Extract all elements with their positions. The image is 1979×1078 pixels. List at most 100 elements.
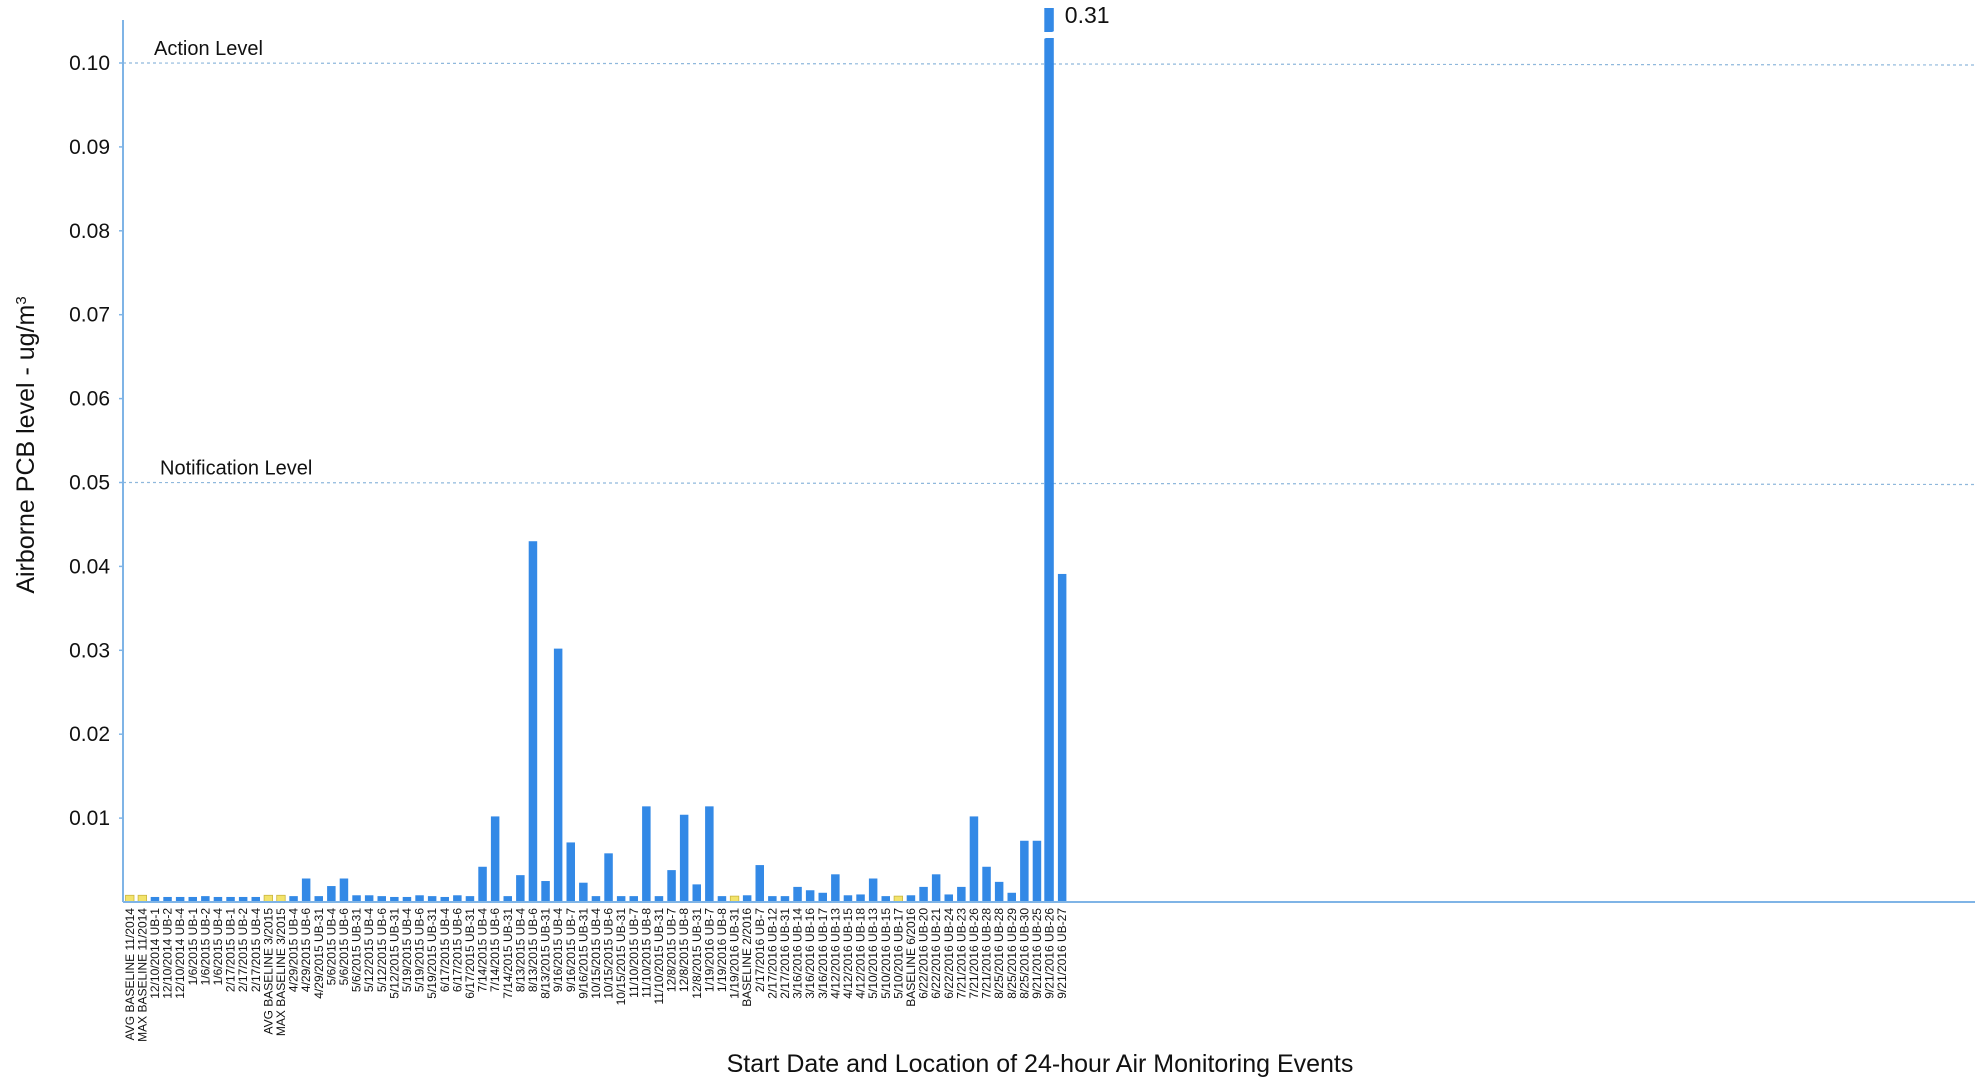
x-tick-label: MAX BASELINE 11/2014 [135, 908, 149, 1042]
bar [226, 896, 235, 902]
x-tick-label: 4/29/2015 UB-6 [299, 908, 313, 992]
bar [478, 866, 487, 902]
x-tick-label: 2/17/2016 UB-12 [765, 908, 779, 999]
y-tick-label: 0.02 [69, 723, 110, 746]
bar [301, 878, 311, 902]
x-tick-label: 8/13/2015 UB-31 [539, 908, 553, 999]
x-tick-label: 5/19/2015 UB-6 [413, 908, 427, 992]
x-tick-label: 12/8/2015 UB-8 [677, 908, 691, 992]
bar [440, 896, 449, 902]
y-tick-label: 0.06 [69, 388, 110, 411]
baseline-bar [125, 894, 135, 903]
bar [503, 896, 512, 902]
x-tick-label: 12/10/2014 UB-4 [173, 908, 187, 999]
bar [427, 896, 437, 902]
x-tick-label: 10/15/2015 UB-6 [602, 908, 616, 999]
y-tick-label: 0.10 [69, 52, 110, 75]
bar-broken-top [1044, 8, 1054, 32]
bar [201, 896, 210, 902]
bar [793, 886, 802, 902]
x-tick-label: 7/21/2016 UB-28 [980, 908, 994, 999]
x-tick-label: 1/19/2016 UB-31 [728, 908, 742, 999]
x-tick-label: AVG BASELINE 3/2015 [261, 908, 275, 1035]
reference-line-label: Notification Level [160, 458, 312, 480]
x-tick-label: 5/10/2016 UB-13 [866, 908, 880, 999]
x-tick-label: 8/25/2016 UB-30 [1017, 908, 1031, 999]
x-tick-label: 9/21/2016 UB-27 [1055, 908, 1069, 999]
x-tick-label: 4/12/2016 UB-18 [854, 908, 868, 999]
axis-break-mark [1041, 30, 1057, 40]
x-tick-label: 6/22/2016 UB-24 [942, 908, 956, 999]
bar [415, 895, 424, 902]
x-tick-label: 7/14/2015 UB-6 [488, 908, 502, 992]
bar [957, 886, 966, 902]
y-tick-label: 0.05 [69, 472, 110, 495]
x-tick-label: 9/16/2015 UB-7 [564, 908, 578, 992]
y-tick-label: 0.08 [69, 220, 110, 243]
bar [352, 895, 361, 902]
bar [616, 896, 626, 902]
x-tick-label: 1/6/2015 UB-2 [198, 908, 212, 986]
bar [831, 874, 840, 902]
x-tick-label: AVG BASELINE 11/2014 [123, 908, 137, 1041]
x-tick-label: 7/14/2015 UB-31 [501, 908, 515, 999]
x-tick-label: 8/25/2016 UB-28 [992, 908, 1006, 999]
x-tick-label: 10/15/2015 UB-4 [589, 908, 603, 999]
bar [213, 896, 223, 902]
bar [881, 896, 890, 902]
bar [742, 895, 752, 902]
bar [868, 878, 878, 902]
bar [1020, 840, 1029, 902]
x-tick-label: 9/21/2016 UB-26 [1043, 908, 1057, 999]
x-tick-label: 5/10/2016 UB-15 [879, 908, 893, 999]
bar-value-label: 0.31 [1065, 2, 1110, 28]
bar [579, 882, 588, 902]
bar [541, 881, 550, 902]
baseline-bar [263, 894, 274, 903]
x-tick-label: 8/25/2016 UB-29 [1005, 908, 1019, 999]
x-tick-label: 8/13/2015 UB-6 [526, 908, 540, 992]
x-tick-label: 7/14/2015 UB-4 [476, 908, 490, 992]
x-tick-label: 12/10/2014 UB-2 [161, 908, 175, 999]
bar [1057, 573, 1067, 902]
x-tick-label: 5/6/2015 UB-6 [337, 908, 351, 986]
y-tick-labels: 0.01 0.02 0.03 0.04 0.05 0.06 0.07 0.08 0.09 0.10 [69, 52, 123, 830]
x-tick-label: 6/17/2015 UB-4 [438, 908, 452, 992]
x-tick-label: 1/6/2015 UB-1 [186, 908, 200, 986]
x-tick-label: 2/17/2015 UB-2 [236, 908, 250, 992]
x-tick-label: 2/17/2015 UB-4 [249, 908, 263, 992]
x-tick-label: 6/17/2015 UB-31 [463, 908, 477, 999]
y-axis-label-main: Airborne PCB level - ug/m [12, 305, 40, 594]
x-tick-label: 3/16/2016 UB-14 [791, 908, 805, 999]
x-tick-label: 1/6/2015 UB-4 [211, 908, 225, 986]
bar [465, 896, 475, 902]
x-tick-label: 4/29/2015 UB-31 [312, 908, 326, 999]
bar [591, 896, 601, 902]
x-tick-label: 2/17/2016 UB-7 [753, 908, 767, 992]
bar [843, 895, 853, 902]
reference-line-label: Action Level [154, 38, 263, 60]
bar [768, 896, 777, 902]
bar [175, 896, 185, 902]
bar [327, 886, 336, 902]
x-tick-label: 5/6/2015 UB-31 [350, 908, 364, 992]
x-tick-label: 5/10/2016 UB-17 [891, 908, 905, 999]
bar [982, 866, 991, 902]
x-tick-label: 10/15/2015 UB-31 [614, 908, 628, 1006]
bar [163, 896, 172, 902]
x-tick-label: 4/12/2016 UB-15 [841, 908, 855, 999]
bar [364, 895, 374, 902]
bar [805, 890, 815, 902]
bar [251, 896, 260, 902]
x-tick-label: 1/19/2016 UB-7 [702, 908, 716, 992]
bar [931, 874, 941, 902]
x-tick-label: 4/12/2016 UB-13 [828, 908, 842, 999]
bar [1032, 840, 1042, 902]
x-tick-label: 5/12/2015 UB-6 [375, 908, 389, 992]
bar [667, 870, 676, 902]
bar [629, 896, 638, 902]
baseline-bar [276, 894, 286, 903]
bar [919, 886, 928, 902]
bar [188, 896, 197, 902]
